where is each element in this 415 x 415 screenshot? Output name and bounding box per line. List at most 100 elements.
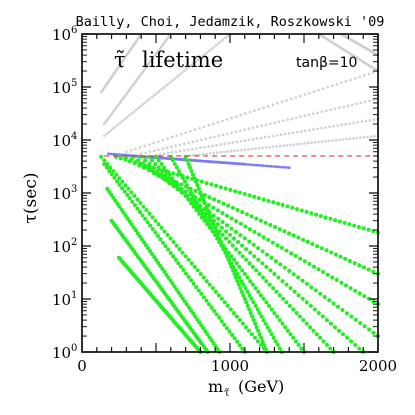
- grey-data-point: [223, 142, 226, 146]
- grey-data-point: [212, 122, 215, 126]
- green-data-point: [242, 272, 247, 276]
- green-data-point: [231, 268, 235, 273]
- grey-data-point: [222, 150, 226, 154]
- green-data-point: [121, 210, 126, 215]
- blue-data-point: [262, 164, 265, 168]
- green-data-point: [179, 182, 184, 187]
- green-data-point: [271, 335, 276, 340]
- green-data-point: [187, 305, 191, 310]
- grey-data-point: [201, 54, 204, 58]
- green-data-point: [260, 249, 265, 254]
- grey-data-point: [240, 148, 243, 152]
- green-data-point: [342, 220, 347, 225]
- grey-data-point: [338, 106, 341, 110]
- green-data-point: [348, 286, 353, 291]
- green-data-point: [120, 179, 125, 184]
- grey-data-point: [336, 124, 339, 127]
- grey-data-point: [215, 143, 218, 147]
- grey-data-point: [143, 144, 146, 148]
- green-data-point: [228, 232, 232, 237]
- grey-data-point: [342, 105, 345, 109]
- grey-data-point: [226, 34, 229, 38]
- green-data-point: [105, 186, 110, 191]
- green-data-point: [256, 328, 261, 333]
- grey-data-point: [215, 151, 219, 154]
- green-data-point: [186, 257, 191, 262]
- green-data-point: [328, 216, 333, 221]
- green-data-point: [252, 229, 257, 234]
- blue-data-point: [251, 163, 255, 167]
- green-data-point: [352, 223, 357, 228]
- green-data-point: [185, 158, 190, 163]
- green-data-point: [237, 318, 242, 323]
- green-data-point: [166, 275, 171, 280]
- grey-data-point: [356, 120, 360, 124]
- green-data-point: [217, 236, 222, 241]
- grey-data-point: [235, 140, 238, 144]
- green-data-point: [228, 307, 233, 312]
- grey-data-point: [312, 128, 315, 131]
- green-data-point: [249, 332, 254, 337]
- green-data-point: [219, 319, 224, 324]
- green-data-point: [215, 208, 220, 213]
- green-data-point: [150, 158, 154, 163]
- grey-data-point: [157, 148, 160, 152]
- grey-data-point: [165, 146, 169, 150]
- grey-data-point: [183, 69, 186, 73]
- green-data-point: [248, 250, 253, 255]
- green-data-point: [180, 250, 185, 255]
- grey-data-point: [332, 124, 335, 128]
- grey-data-point: [360, 120, 364, 123]
- green-data-point: [308, 325, 313, 330]
- green-data-point: [168, 236, 173, 241]
- green-data-point: [207, 222, 212, 227]
- grey-data-point: [349, 78, 352, 82]
- grey-data-point: [141, 103, 145, 106]
- annotation-symbol: τ̃: [114, 48, 126, 72]
- grey-data-point: [152, 141, 156, 145]
- grey-data-point: [148, 97, 152, 101]
- green-data-point: [353, 342, 358, 347]
- green-data-point: [308, 303, 313, 308]
- green-data-point: [336, 304, 340, 309]
- grey-data-point: [367, 72, 371, 76]
- green-data-point: [278, 262, 283, 267]
- green-data-point: [362, 294, 367, 299]
- grey-data-point: [152, 149, 156, 153]
- green-data-point: [195, 183, 200, 188]
- grey-data-point: [137, 106, 140, 110]
- grey-data-point: [320, 140, 324, 143]
- green-data-point: [186, 162, 191, 166]
- green-data-point: [228, 261, 232, 266]
- green-data-point: [147, 162, 152, 166]
- green-data-point: [226, 250, 231, 255]
- grey-data-point: [286, 118, 289, 122]
- green-data-point: [180, 190, 185, 195]
- grey-data-point: [244, 112, 247, 115]
- grey-data-point: [264, 123, 268, 127]
- grey-data-point: [200, 138, 203, 142]
- green-data-point: [209, 225, 214, 230]
- blue-data-point: [282, 165, 286, 169]
- grey-data-point: [178, 73, 181, 76]
- green-data-point: [135, 231, 140, 236]
- green-data-point: [232, 257, 236, 262]
- grey-data-point: [162, 152, 166, 155]
- green-data-point: [147, 211, 152, 216]
- green-data-point: [178, 293, 183, 298]
- green-data-point: [324, 248, 329, 253]
- grey-data-point: [275, 134, 279, 137]
- green-data-point: [318, 291, 323, 296]
- green-data-point: [254, 216, 259, 221]
- green-data-point: [234, 247, 239, 252]
- data-points: [99, 32, 380, 354]
- green-data-point: [328, 321, 333, 326]
- green-data-point: [174, 287, 179, 292]
- green-data-point: [291, 233, 296, 238]
- grey-data-point: [178, 143, 182, 147]
- green-data-point: [323, 215, 328, 220]
- green-data-point: [176, 290, 181, 295]
- green-data-point: [205, 208, 210, 213]
- green-data-point: [183, 193, 188, 198]
- green-data-point: [241, 293, 246, 298]
